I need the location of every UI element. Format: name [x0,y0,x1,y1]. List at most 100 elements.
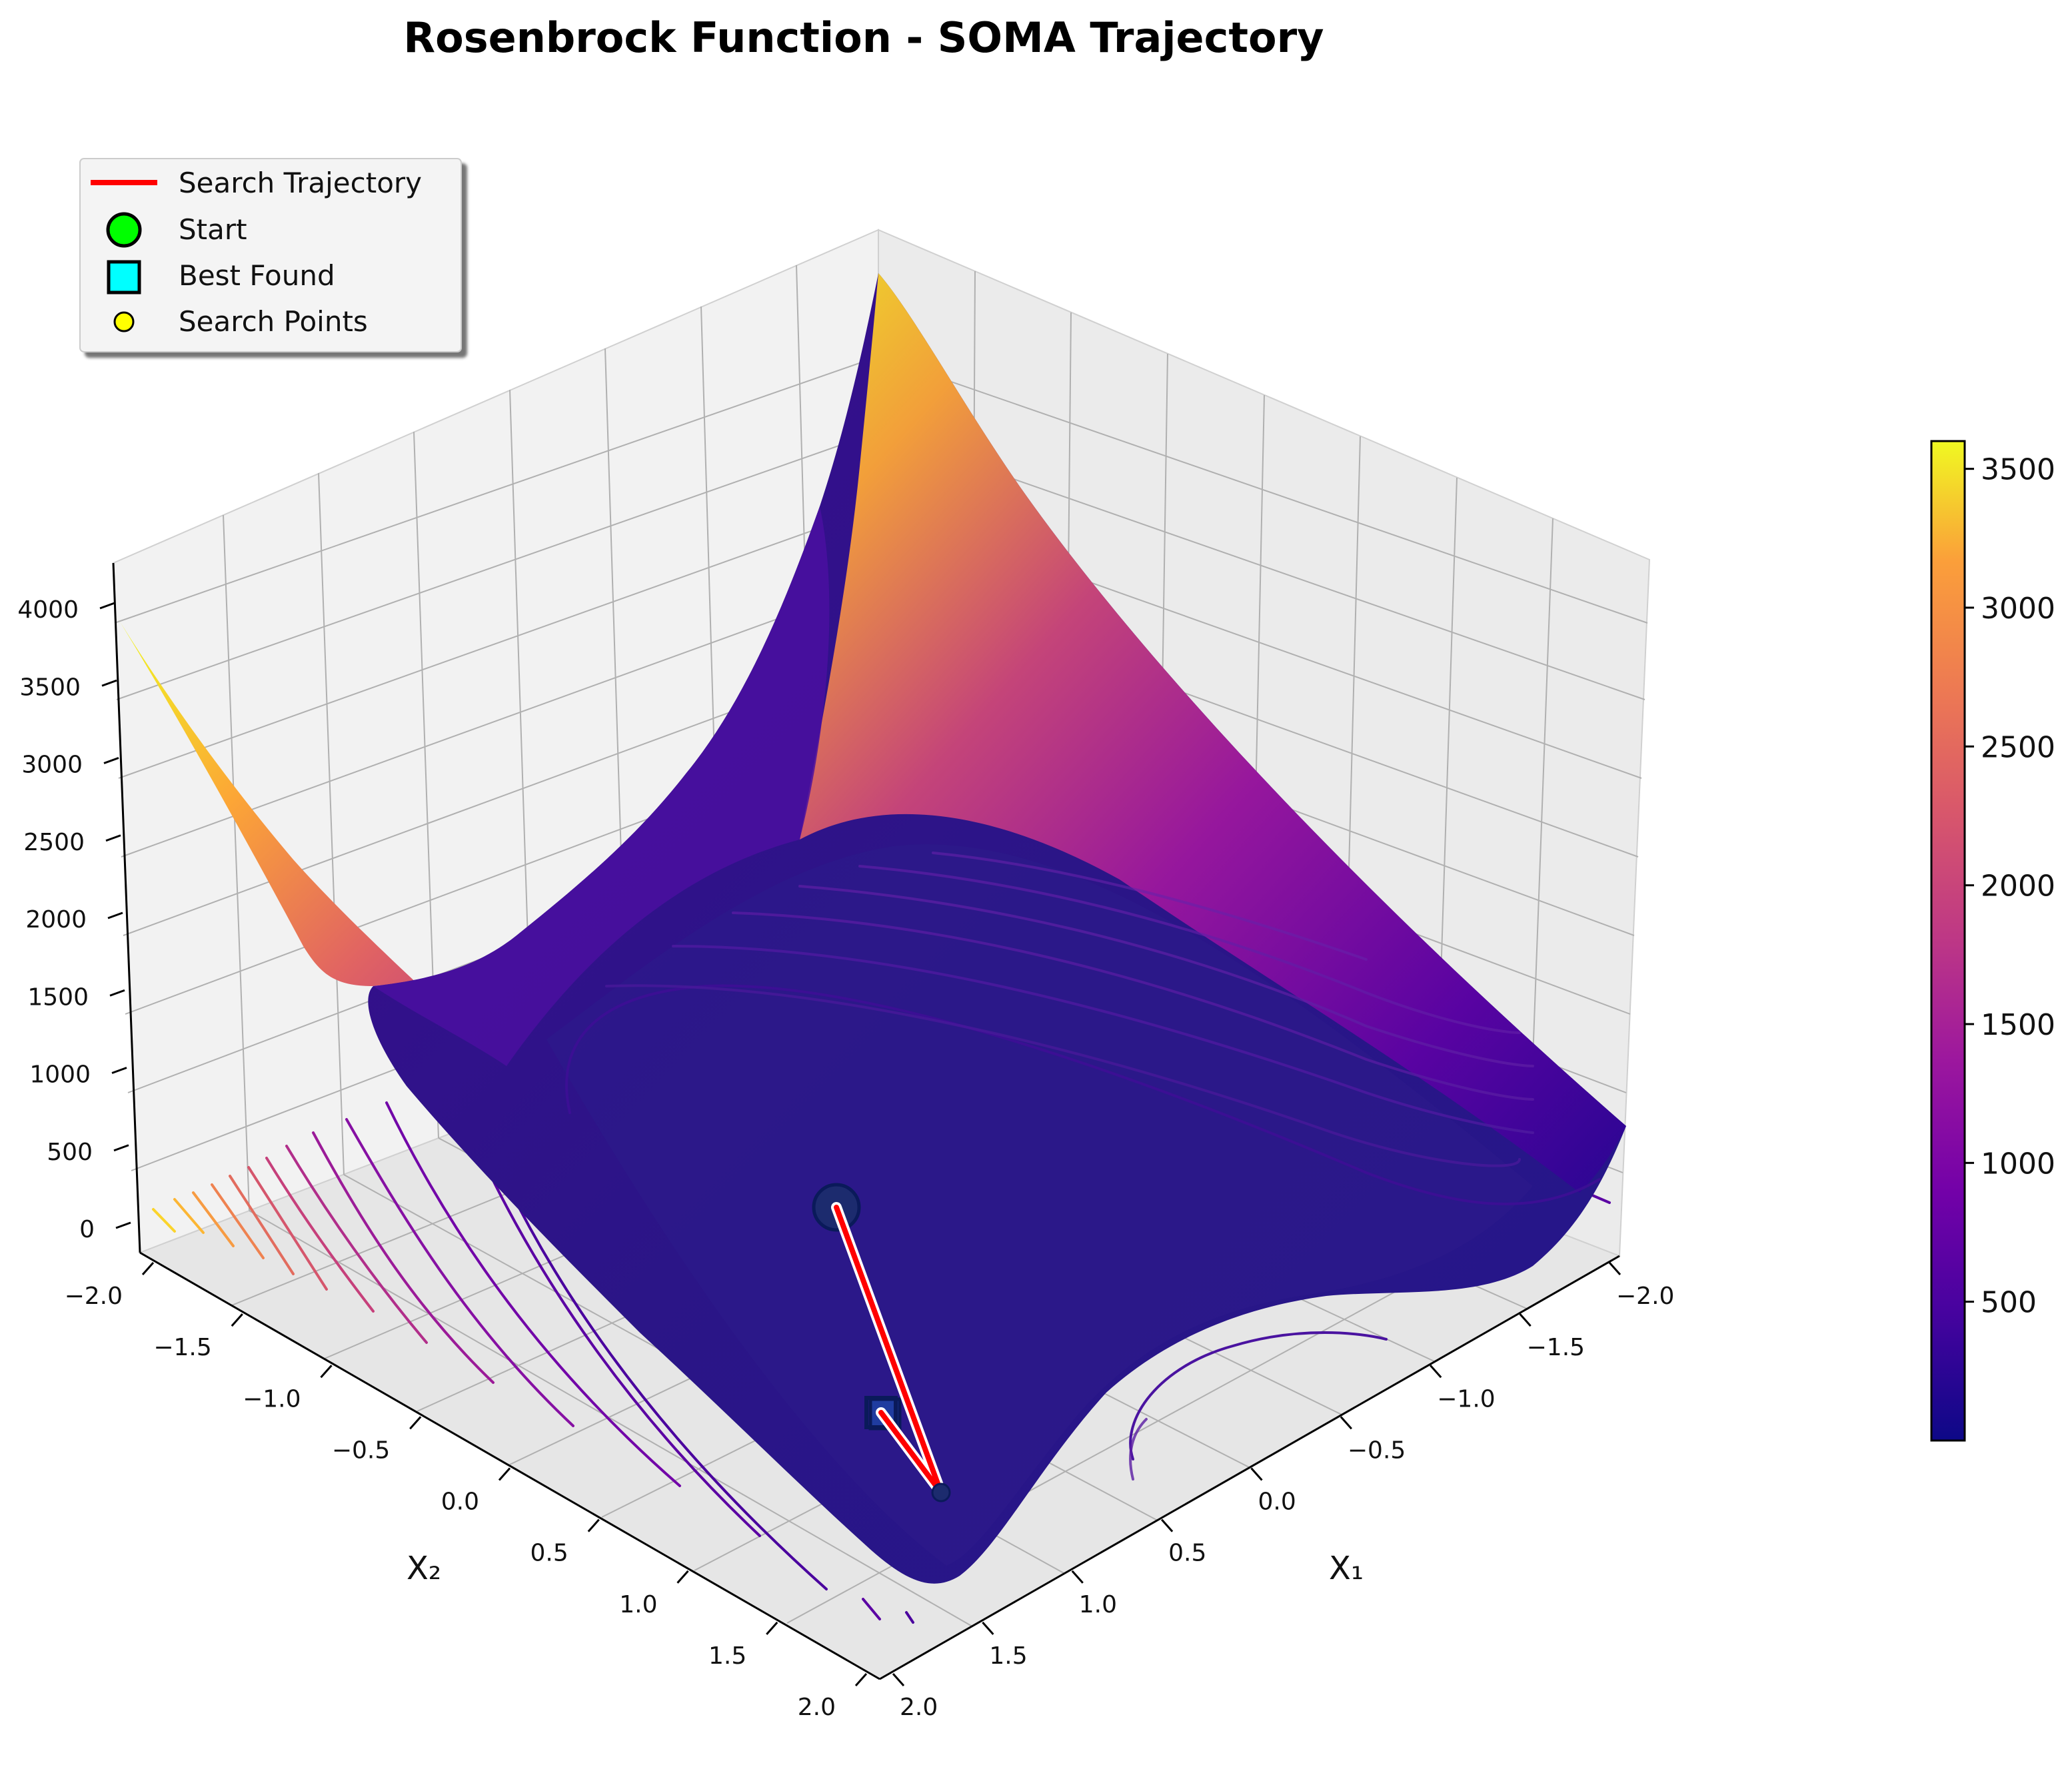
colorbar-ticks: 500 1000 1500 2000 2500 3000 3500 [1965,453,2055,1320]
colorbar-tick-label: 500 [1981,1286,2037,1320]
x1-tick-label: −1.5 [1527,1334,1585,1361]
x2-tick-mark [231,1313,243,1327]
legend-label-start: Start [179,213,247,246]
surface-contour [1129,1331,1388,1461]
contour-line [265,1157,375,1313]
surface-contour [798,885,1534,1067]
contour-line [173,1198,205,1234]
z-tick-label: 3500 [19,674,81,701]
x1-tick-label: 0.0 [1258,1488,1296,1516]
legend-best-marker [107,260,141,295]
colorbar-tick-label: 3500 [1981,453,2055,487]
z-tick-mark [109,989,125,997]
z-tick-label: 2000 [25,906,87,933]
contour-line [862,1598,881,1620]
x1-tick-mark [1519,1313,1532,1327]
z-tick-label: 1000 [29,1061,91,1089]
surface-right-wing [800,273,1626,1193]
x1-tick-mark [1161,1518,1174,1532]
surface [117,273,1626,1584]
x2-tick-label: 1.5 [708,1642,746,1670]
x1-tick-label: −0.5 [1348,1437,1406,1464]
contour-line [192,1191,235,1247]
z-tick-mark [103,757,119,764]
x1-tick-label: 1.5 [989,1642,1027,1670]
colorbar-tick-label: 2000 [1981,870,2055,903]
x2-tick-mark [498,1467,511,1481]
z-tick-label: 1500 [27,983,89,1011]
surface-contour [732,911,1534,1101]
surface-back-slope [373,506,830,1066]
z-tick-label: 3000 [21,752,83,779]
z-tick-label: 2500 [23,829,85,856]
x1-tick-label: 1.0 [1079,1591,1117,1618]
surface-contour [932,852,1368,961]
z-tick-mark [115,1221,131,1229]
search-trajectory [812,1183,951,1502]
x2-tick-mark [854,1673,868,1686]
x2-axis: −2.0 −1.5 −1.0 −0.5 0.0 0.5 1.0 1.5 2.0 [65,1262,868,1721]
x2-tick-label: −0.5 [332,1437,390,1464]
contour-line [345,1118,574,1427]
contour-line [247,1166,328,1291]
legend-box [79,158,462,352]
surface-contour [605,984,1521,1167]
x2-tick-label: −2.0 [65,1283,123,1310]
legend-label-trajectory: Search Trajectory [179,167,422,199]
z-tick-label: 0 [79,1216,95,1243]
legend: Search Trajectory Start Best Found Searc… [79,158,462,352]
x1-tick-label: 0.5 [1168,1540,1206,1567]
legend-label-best: Best Found [179,259,335,292]
colorbar-gradient [1930,440,1966,1442]
x1-tick-mark [982,1621,994,1635]
search-point [931,1482,951,1502]
contour-line [152,1208,176,1233]
surface-contour [672,945,1534,1134]
x1-tick-mark [892,1673,905,1686]
z-tick-label: 4000 [17,596,79,624]
z-tick-mark [105,834,121,842]
contour-line [211,1183,265,1259]
x1-tick-label: −1.0 [1437,1385,1495,1413]
surface-valley-floor [546,844,1533,1566]
colorbar-tick-label: 3000 [1981,592,2055,626]
z-tick-mark [113,1144,129,1152]
contour-line [905,1611,914,1624]
surface-contour [565,984,1601,1205]
x2-tick-mark [320,1365,333,1379]
legend-label-points: Search Points [179,305,368,338]
x2-tick-label: −1.0 [243,1385,301,1413]
x2-tick-label: 0.0 [441,1488,479,1516]
z-tick-label: 500 [47,1139,93,1166]
x2-axis-label: X₂ [407,1550,441,1587]
x2-tick-mark [766,1621,778,1635]
contour-line [229,1175,295,1275]
chart-title: Rosenbrock Function - SOMA Trajectory [403,13,1324,62]
x1-axis-label: X₁ [1329,1550,1364,1587]
x1-tick-mark [1250,1467,1263,1481]
floor-contours [152,1065,1611,1624]
x1-tick-mark [1071,1570,1084,1584]
x2-tick-label: 2.0 [798,1694,836,1721]
legend-start-marker [106,212,142,248]
x1-axis: −2.0 −1.5 −1.0 −0.5 0.0 0.5 1.0 1.5 2.0 [892,1262,1674,1721]
x1-tick-mark [1340,1416,1352,1430]
x2-tick-label: 1.0 [619,1591,657,1618]
legend-points-marker [113,311,135,332]
colorbar-tick-label: 1000 [1981,1147,2055,1181]
z-tick-mark [107,911,123,919]
x2-tick-label: −1.5 [153,1334,211,1361]
contour-line [385,1101,681,1487]
contour-line [312,1131,495,1384]
x2-tick-mark [141,1262,155,1275]
x1-tick-label: −2.0 [1616,1283,1674,1310]
x2-tick-label: 0.5 [530,1540,568,1567]
colorbar-tick-label: 2500 [1981,730,2055,764]
x1-tick-mark [1430,1365,1442,1379]
x1-tick-label: 2.0 [900,1694,938,1721]
z-tick-mark [99,602,115,610]
z-tick-mark [101,679,117,687]
contour-line [285,1145,428,1344]
surface-contour [858,865,1521,1034]
